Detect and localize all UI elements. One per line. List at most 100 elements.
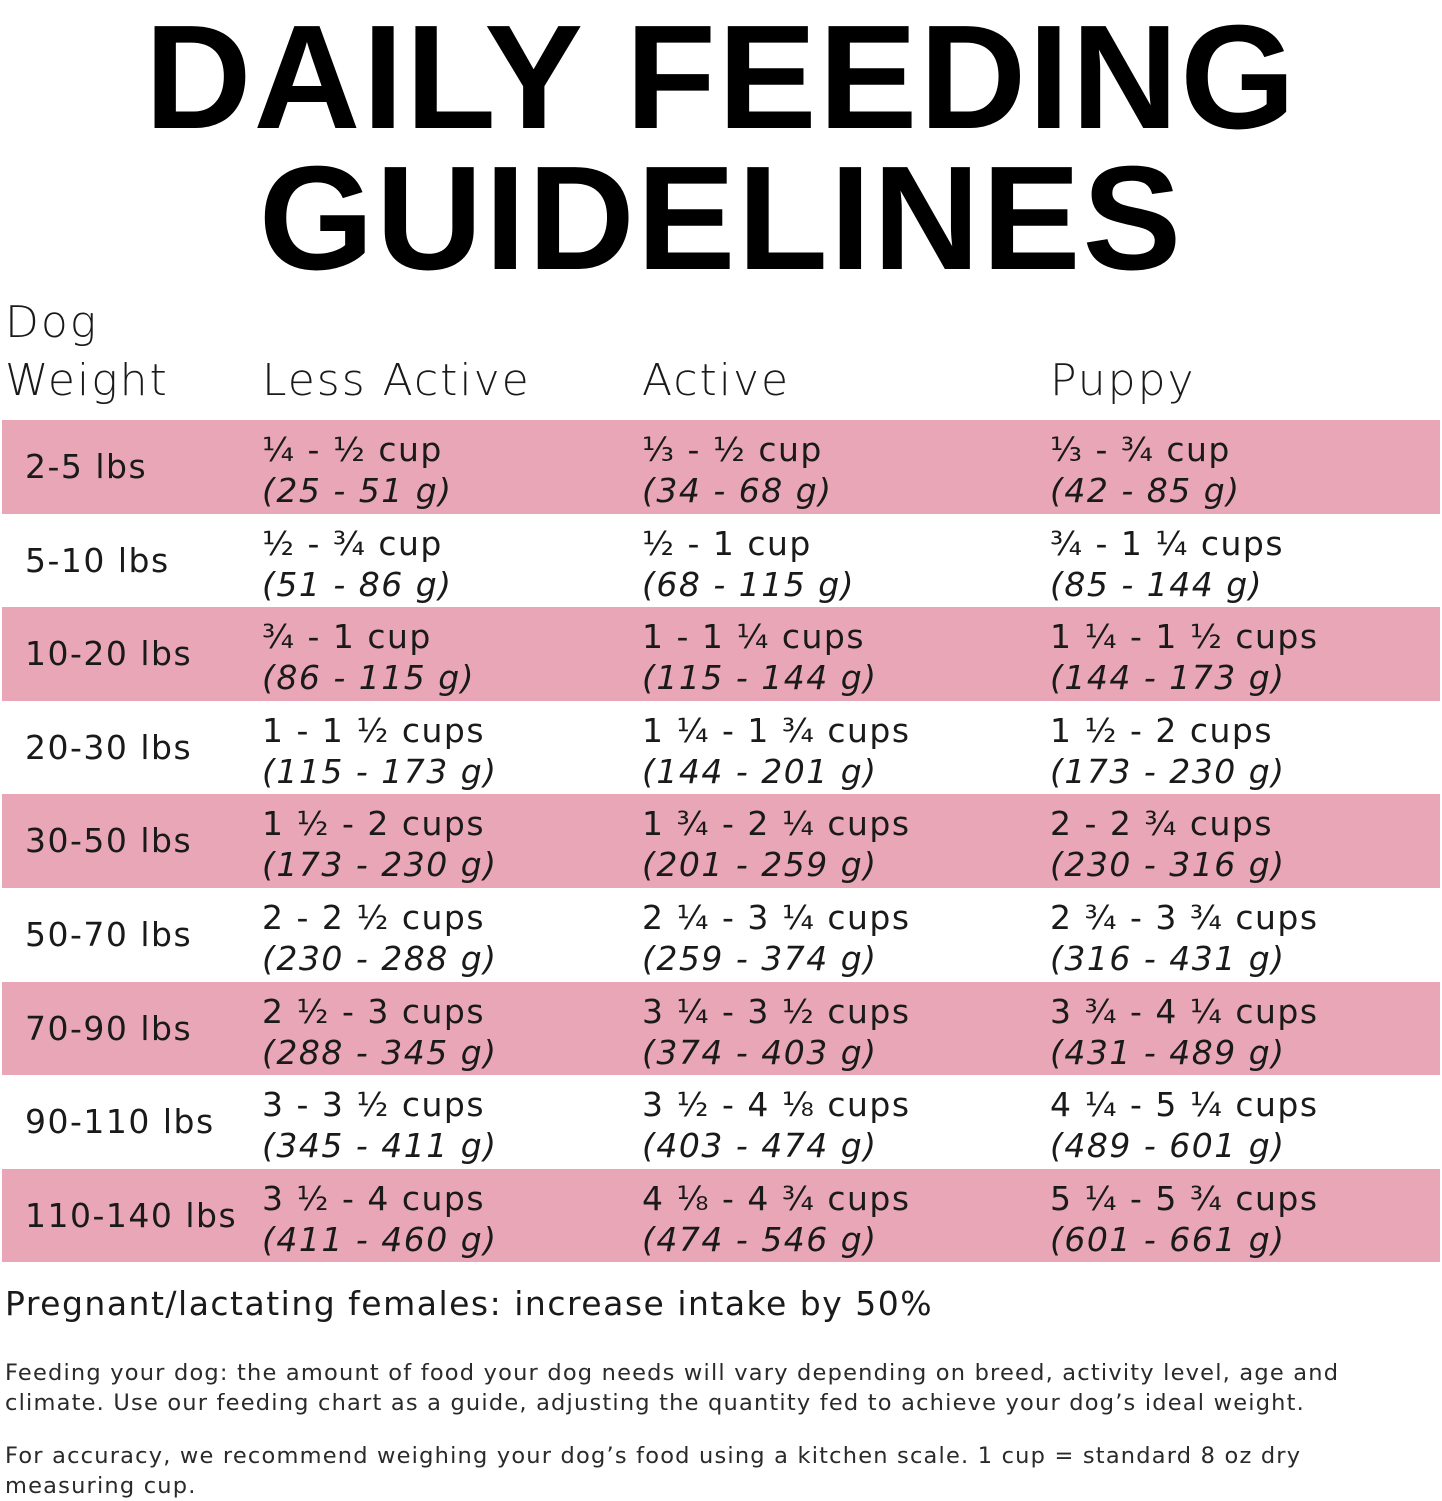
- cups-amount: ⅓ - ½ cup: [642, 430, 823, 469]
- table-row: 10-20 lbs ¾ - 1 cup (86 - 115 g) 1 - 1 ¼…: [2, 607, 1440, 701]
- cups-amount: 3 ¼ - 3 ½ cups: [642, 991, 911, 1031]
- cups-amount: 1 ¼ - 1 ¾ cups: [642, 710, 911, 750]
- grams-amount: (173 - 230 g): [1050, 751, 1286, 791]
- grams-amount: (85 - 144 g): [1050, 564, 1264, 604]
- title-line-2: GUIDELINES: [258, 136, 1184, 301]
- table-row: 5-10 lbs ½ - ¾ cup (51 - 86 g) ½ - 1 cup…: [2, 514, 1440, 608]
- grams-amount: (173 - 230 g): [262, 845, 498, 885]
- less-active-cell: ¾ - 1 cup (86 - 115 g): [262, 616, 475, 698]
- active-cell: ½ - 1 cup (68 - 115 g): [642, 523, 855, 605]
- header-weight-line2: Weight: [5, 355, 169, 406]
- active-cell: 2 ¼ - 3 ¼ cups (259 - 374 g): [642, 897, 911, 979]
- table-row: 2-5 lbs ¼ - ½ cup (25 - 51 g) ⅓ - ½ cup …: [2, 420, 1440, 514]
- weight-cell: 10-20 lbs: [25, 634, 193, 674]
- cups-amount: 3 ½ - 4 ⅛ cups: [642, 1085, 911, 1125]
- cups-amount: 1 - 1 ¼ cups: [642, 617, 866, 657]
- header-less-active: Less Active: [262, 355, 531, 406]
- active-cell: 1 - 1 ¼ cups (115 - 144 g): [642, 616, 878, 698]
- grams-amount: (144 - 173 g): [1050, 658, 1286, 698]
- weight-cell: 30-50 lbs: [25, 821, 193, 861]
- header-dog-weight: Dog Weight: [5, 294, 169, 410]
- grams-amount: (316 - 431 g): [1050, 938, 1286, 978]
- grams-amount: (230 - 316 g): [1050, 845, 1286, 885]
- table-row: 20-30 lbs 1 - 1 ½ cups (115 - 173 g) 1 ¼…: [2, 701, 1440, 795]
- active-cell: 1 ¼ - 1 ¾ cups (144 - 201 g): [642, 710, 911, 792]
- puppy-cell: 3 ¾ - 4 ¼ cups (431 - 489 g): [1050, 991, 1319, 1073]
- header-puppy: Puppy: [1050, 355, 1196, 406]
- grams-amount: (403 - 474 g): [642, 1126, 878, 1166]
- cups-amount: 2 - 2 ¾ cups: [1050, 804, 1274, 844]
- active-cell: 4 ⅛ - 4 ¾ cups (474 - 546 g): [642, 1178, 911, 1260]
- weight-cell: 5-10 lbs: [25, 540, 170, 580]
- puppy-cell: 1 ½ - 2 cups (173 - 230 g): [1050, 710, 1286, 792]
- grams-amount: (144 - 201 g): [642, 751, 878, 791]
- cups-amount: ½ - 1 cup: [642, 523, 812, 563]
- less-active-cell: ¼ - ½ cup (25 - 51 g): [262, 429, 453, 511]
- active-cell: 3 ½ - 4 ⅛ cups (403 - 474 g): [642, 1084, 911, 1166]
- cups-amount: 1 ½ - 2 cups: [262, 804, 486, 844]
- active-cell: 3 ¼ - 3 ½ cups (374 - 403 g): [642, 991, 911, 1073]
- pregnant-note: Pregnant/lactating females: increase int…: [5, 1284, 934, 1323]
- cups-amount: 2 ½ - 3 cups: [262, 991, 486, 1031]
- accuracy-paragraph: For accuracy, we recommend weighing your…: [5, 1443, 1302, 1499]
- grams-amount: (230 - 288 g): [262, 938, 498, 978]
- header-weight-line1: Dog: [5, 297, 99, 348]
- cups-amount: 2 ¼ - 3 ¼ cups: [642, 897, 911, 937]
- grams-amount: (474 - 546 g): [642, 1219, 878, 1259]
- feeding-table: 2-5 lbs ¼ - ½ cup (25 - 51 g) ⅓ - ½ cup …: [2, 420, 1440, 1263]
- grams-amount: (411 - 460 g): [262, 1219, 498, 1259]
- weight-cell: 90-110 lbs: [25, 1102, 215, 1142]
- grams-amount: (374 - 403 g): [642, 1032, 878, 1072]
- less-active-cell: 2 ½ - 3 cups (288 - 345 g): [262, 991, 498, 1073]
- table-row: 50-70 lbs 2 - 2 ½ cups (230 - 288 g) 2 ¼…: [2, 888, 1440, 982]
- cups-amount: ¾ - 1 cup: [262, 617, 432, 657]
- less-active-cell: 1 - 1 ½ cups (115 - 173 g): [262, 710, 498, 792]
- cups-amount: 3 - 3 ½ cups: [262, 1085, 486, 1125]
- active-cell: 1 ¾ - 2 ¼ cups (201 - 259 g): [642, 803, 911, 885]
- table-row: 30-50 lbs 1 ½ - 2 cups (173 - 230 g) 1 ¾…: [2, 794, 1440, 888]
- grams-amount: (42 - 85 g): [1050, 471, 1241, 510]
- cups-amount: 4 ⅛ - 4 ¾ cups: [642, 1178, 911, 1218]
- grams-amount: (345 - 411 g): [262, 1126, 498, 1166]
- cups-amount: 1 ¾ - 2 ¼ cups: [642, 804, 911, 844]
- less-active-cell: 3 - 3 ½ cups (345 - 411 g): [262, 1084, 498, 1166]
- cups-amount: ¾ - 1 ¼ cups: [1050, 523, 1285, 563]
- title-line-1: DAILY FEEDING: [144, 0, 1298, 160]
- grams-amount: (288 - 345 g): [262, 1032, 498, 1072]
- weight-cell: 50-70 lbs: [25, 914, 193, 954]
- cups-amount: 3 ½ - 4 cups: [262, 1178, 486, 1218]
- grams-amount: (115 - 144 g): [642, 658, 878, 698]
- header-active: Active: [642, 355, 791, 406]
- puppy-cell: 2 - 2 ¾ cups (230 - 316 g): [1050, 803, 1286, 885]
- feeding-paragraph: Feeding your dog: the amount of food you…: [5, 1360, 1340, 1416]
- cups-amount: 5 ¼ - 5 ¾ cups: [1050, 1178, 1319, 1218]
- grams-amount: (431 - 489 g): [1050, 1032, 1286, 1072]
- puppy-cell: ⅓ - ¾ cup (42 - 85 g): [1050, 429, 1241, 511]
- less-active-cell: 2 - 2 ½ cups (230 - 288 g): [262, 897, 498, 979]
- less-active-cell: 1 ½ - 2 cups (173 - 230 g): [262, 803, 498, 885]
- cups-amount: 4 ¼ - 5 ¼ cups: [1050, 1085, 1319, 1125]
- puppy-cell: ¾ - 1 ¼ cups (85 - 144 g): [1050, 523, 1284, 605]
- puppy-cell: 2 ¾ - 3 ¾ cups (316 - 431 g): [1050, 897, 1319, 979]
- less-active-cell: 3 ½ - 4 cups (411 - 460 g): [262, 1178, 498, 1260]
- grams-amount: (25 - 51 g): [262, 471, 453, 510]
- table-row: 90-110 lbs 3 - 3 ½ cups (345 - 411 g) 3 …: [2, 1075, 1440, 1169]
- weight-cell: 20-30 lbs: [25, 727, 193, 767]
- weight-cell: 2-5 lbs: [25, 447, 148, 486]
- grams-amount: (51 - 86 g): [262, 564, 453, 604]
- cups-amount: ½ - ¾ cup: [262, 523, 443, 563]
- cups-amount: 3 ¾ - 4 ¼ cups: [1050, 991, 1319, 1031]
- table-row: 110-140 lbs 3 ½ - 4 cups (411 - 460 g) 4…: [2, 1168, 1440, 1263]
- active-cell: ⅓ - ½ cup (34 - 68 g): [642, 429, 833, 511]
- grams-amount: (601 - 661 g): [1050, 1219, 1286, 1259]
- grams-amount: (489 - 601 g): [1050, 1126, 1286, 1166]
- cups-amount: 1 - 1 ½ cups: [262, 710, 486, 750]
- cups-amount: ⅓ - ¾ cup: [1050, 430, 1231, 469]
- grams-amount: (34 - 68 g): [642, 471, 833, 510]
- weight-cell: 70-90 lbs: [25, 1008, 193, 1048]
- cups-amount: ¼ - ½ cup: [262, 430, 443, 469]
- grams-amount: (86 - 115 g): [262, 658, 476, 698]
- puppy-cell: 4 ¼ - 5 ¼ cups (489 - 601 g): [1050, 1084, 1319, 1166]
- grams-amount: (68 - 115 g): [642, 564, 856, 604]
- table-row: 70-90 lbs 2 ½ - 3 cups (288 - 345 g) 3 ¼…: [2, 981, 1440, 1076]
